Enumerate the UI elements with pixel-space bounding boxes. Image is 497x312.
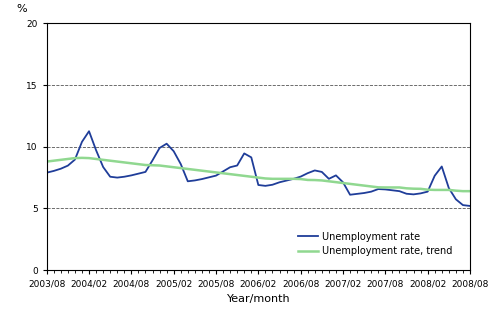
Unemployment rate bbox=[276, 180, 282, 184]
Unemployment rate bbox=[417, 192, 423, 195]
Unemployment rate, trend bbox=[417, 187, 423, 191]
Unemployment rate, trend bbox=[276, 177, 282, 181]
Unemployment rate bbox=[44, 171, 50, 174]
Line: Unemployment rate, trend: Unemployment rate, trend bbox=[47, 158, 470, 191]
Line: Unemployment rate: Unemployment rate bbox=[47, 131, 470, 206]
Y-axis label: %: % bbox=[16, 3, 27, 14]
Unemployment rate bbox=[86, 129, 92, 133]
Unemployment rate, trend bbox=[135, 162, 141, 166]
Unemployment rate bbox=[305, 171, 311, 175]
Unemployment rate, trend bbox=[150, 163, 156, 167]
Unemployment rate bbox=[135, 172, 141, 176]
Unemployment rate, trend bbox=[460, 189, 466, 193]
Unemployment rate, trend bbox=[467, 189, 473, 193]
X-axis label: Year/month: Year/month bbox=[227, 294, 290, 304]
Unemployment rate, trend bbox=[44, 160, 50, 163]
Unemployment rate bbox=[150, 158, 156, 162]
Unemployment rate, trend bbox=[199, 169, 205, 173]
Unemployment rate bbox=[199, 177, 205, 181]
Unemployment rate, trend bbox=[305, 178, 311, 182]
Unemployment rate, trend bbox=[79, 156, 85, 160]
Legend: Unemployment rate, Unemployment rate, trend: Unemployment rate, Unemployment rate, tr… bbox=[294, 228, 457, 260]
Unemployment rate bbox=[467, 204, 473, 208]
